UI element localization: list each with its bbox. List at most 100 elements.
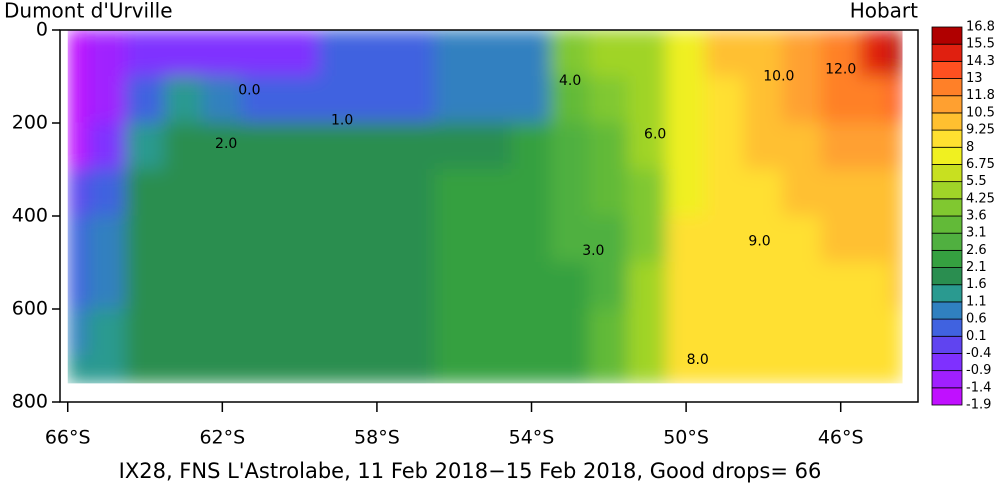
cell bbox=[357, 122, 397, 170]
cell bbox=[67, 76, 88, 124]
colorbar-box bbox=[931, 198, 963, 217]
cell bbox=[550, 122, 590, 170]
cell bbox=[395, 76, 436, 124]
cell bbox=[704, 308, 745, 356]
cell bbox=[163, 262, 204, 310]
cell bbox=[782, 308, 822, 356]
cell bbox=[627, 76, 668, 124]
cell bbox=[357, 355, 397, 384]
cell bbox=[820, 355, 861, 384]
cell bbox=[550, 215, 590, 263]
colorbar-label: 13 bbox=[966, 71, 983, 86]
x-tick-label: 54°S bbox=[509, 427, 555, 449]
cell bbox=[163, 169, 204, 217]
cell bbox=[318, 355, 359, 384]
colorbar-box bbox=[931, 181, 963, 200]
colorbar-box bbox=[931, 335, 963, 354]
cell bbox=[890, 262, 903, 310]
cell bbox=[511, 122, 552, 170]
colorbar-box bbox=[931, 78, 963, 97]
cell bbox=[666, 122, 706, 170]
cell bbox=[743, 30, 784, 77]
cell bbox=[890, 308, 903, 356]
cell bbox=[473, 215, 513, 263]
cell bbox=[67, 355, 88, 384]
cell bbox=[627, 355, 668, 384]
colorbar-label: 1.1 bbox=[966, 294, 987, 309]
cell bbox=[434, 262, 475, 310]
cell bbox=[125, 308, 165, 356]
cell bbox=[279, 30, 320, 77]
cell bbox=[395, 30, 436, 77]
cell bbox=[318, 215, 359, 263]
cell bbox=[125, 262, 165, 310]
cell bbox=[890, 215, 903, 263]
cell bbox=[511, 215, 552, 263]
cell bbox=[782, 355, 822, 384]
cell bbox=[67, 169, 88, 217]
cell bbox=[434, 30, 475, 77]
cell bbox=[86, 308, 127, 356]
cell bbox=[859, 76, 892, 124]
cell bbox=[279, 76, 320, 124]
cell bbox=[550, 76, 590, 124]
colorbar-box bbox=[931, 95, 963, 114]
colorbar-label: 3.6 bbox=[966, 209, 987, 224]
cell bbox=[241, 262, 281, 310]
cell bbox=[163, 30, 204, 77]
colorbar-box bbox=[931, 267, 963, 286]
cell bbox=[163, 76, 204, 124]
cell bbox=[743, 169, 784, 217]
cells bbox=[67, 30, 903, 384]
y-tick-label: 600 bbox=[12, 298, 48, 320]
cell bbox=[86, 169, 127, 217]
cell bbox=[859, 355, 892, 384]
cell bbox=[202, 355, 243, 384]
cell bbox=[666, 215, 706, 263]
cell bbox=[395, 169, 436, 217]
colorbar-box bbox=[931, 301, 963, 320]
cell bbox=[627, 122, 668, 170]
cell bbox=[820, 169, 861, 217]
contour-label: 1.0 bbox=[331, 113, 353, 129]
cell bbox=[434, 215, 475, 263]
cell bbox=[743, 215, 784, 263]
cell bbox=[627, 262, 668, 310]
cell bbox=[125, 215, 165, 263]
cell bbox=[666, 355, 706, 384]
cell bbox=[627, 169, 668, 217]
cell bbox=[473, 122, 513, 170]
cell bbox=[241, 30, 281, 77]
cell bbox=[511, 30, 552, 77]
cell bbox=[743, 308, 784, 356]
cell bbox=[202, 122, 243, 170]
colorbar-box bbox=[931, 26, 963, 45]
colorbar-label: 15.5 bbox=[966, 37, 995, 52]
cell bbox=[279, 122, 320, 170]
cell bbox=[125, 76, 165, 124]
colorbar-label: 16.8 bbox=[966, 20, 995, 35]
cell bbox=[890, 169, 903, 217]
cell bbox=[395, 308, 436, 356]
colorbar-label: 5.5 bbox=[966, 174, 987, 189]
cell bbox=[588, 308, 629, 356]
contour-label: 10.0 bbox=[763, 69, 794, 85]
colorbar-box bbox=[931, 164, 963, 183]
cell bbox=[704, 30, 745, 77]
cell bbox=[704, 262, 745, 310]
cell bbox=[434, 308, 475, 356]
cell bbox=[202, 215, 243, 263]
cell bbox=[67, 30, 88, 77]
cell bbox=[859, 262, 892, 310]
cell bbox=[588, 30, 629, 77]
cell bbox=[588, 76, 629, 124]
cell bbox=[434, 122, 475, 170]
colorbar-box bbox=[931, 387, 963, 406]
colorbar-label: 0.6 bbox=[966, 312, 987, 327]
y-tick-label: 0 bbox=[36, 19, 48, 41]
cell bbox=[782, 262, 822, 310]
colorbar-label: -0.4 bbox=[966, 346, 991, 361]
cell bbox=[86, 76, 127, 124]
cell bbox=[820, 215, 861, 263]
x-tick-label: 58°S bbox=[354, 427, 400, 449]
